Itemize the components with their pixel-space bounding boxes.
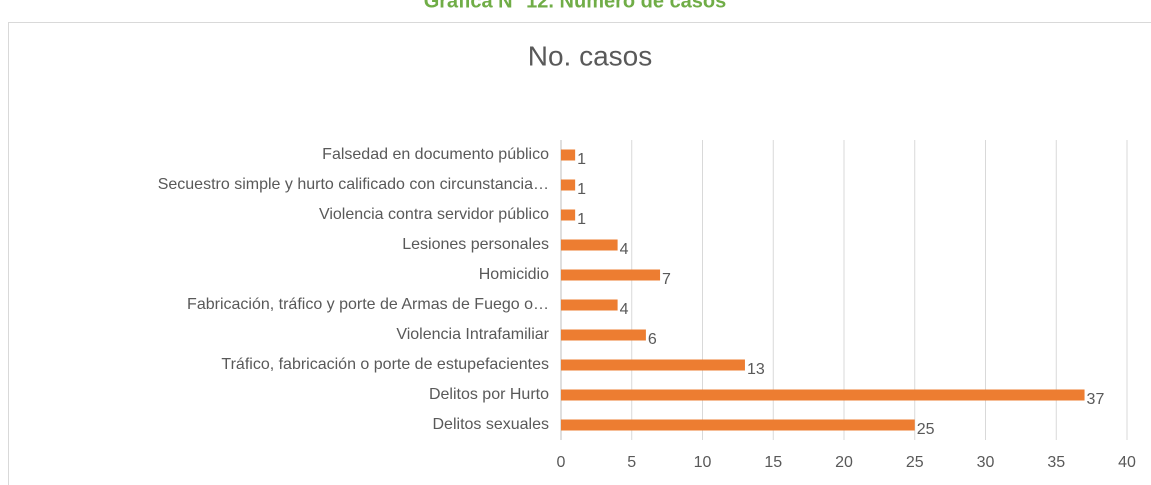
x-tick-label: 25 (906, 454, 924, 471)
x-tick-label: 10 (694, 454, 712, 471)
value-label: 4 (620, 241, 629, 258)
chart-title: No. casos (528, 40, 653, 71)
bar (561, 299, 618, 311)
bar (561, 389, 1085, 401)
y-tick-label: Delitos por Hurto (429, 386, 549, 403)
bar (561, 209, 576, 221)
y-tick-label: Violencia Intrafamiliar (396, 326, 549, 343)
value-label: 1 (577, 181, 586, 198)
value-label: 7 (662, 271, 671, 288)
caption: Gráfica N° 12. Número de casos (424, 0, 727, 12)
bar (561, 419, 915, 431)
x-tick-label: 0 (557, 454, 566, 471)
bar (561, 179, 576, 191)
bar (561, 149, 576, 161)
value-label: 13 (747, 361, 765, 378)
y-tick-label: Delitos sexuales (433, 416, 550, 433)
x-tick-label: 5 (627, 454, 636, 471)
bar (561, 269, 661, 281)
y-tick-label: Homicidio (479, 266, 549, 283)
y-tick-label: Tráfico, fabricación o porte de estupefa… (221, 356, 549, 373)
y-tick-label: Falsedad en documento público (322, 146, 549, 163)
y-tick-label: Violencia contra servidor público (319, 206, 549, 223)
x-tick-label: 35 (1047, 454, 1065, 471)
bar (561, 329, 646, 341)
bar (561, 239, 618, 251)
y-tick-label: Lesiones personales (402, 236, 549, 253)
value-label: 1 (577, 151, 586, 168)
x-tick-label: 30 (977, 454, 995, 471)
value-label: 4 (620, 301, 629, 318)
chart-frame (8, 22, 1151, 485)
x-tick-label: 40 (1118, 454, 1136, 471)
y-tick-label: Fabricación, tráfico y porte de Armas de… (187, 296, 549, 313)
value-label: 1 (577, 211, 586, 228)
x-tick-label: 20 (835, 454, 853, 471)
value-label: 25 (917, 421, 935, 438)
x-tick-label: 15 (764, 454, 782, 471)
value-label: 37 (1087, 391, 1105, 408)
value-label: 6 (648, 331, 657, 348)
y-tick-label: Secuestro simple y hurto calificado con … (158, 176, 549, 193)
bar (561, 359, 745, 371)
